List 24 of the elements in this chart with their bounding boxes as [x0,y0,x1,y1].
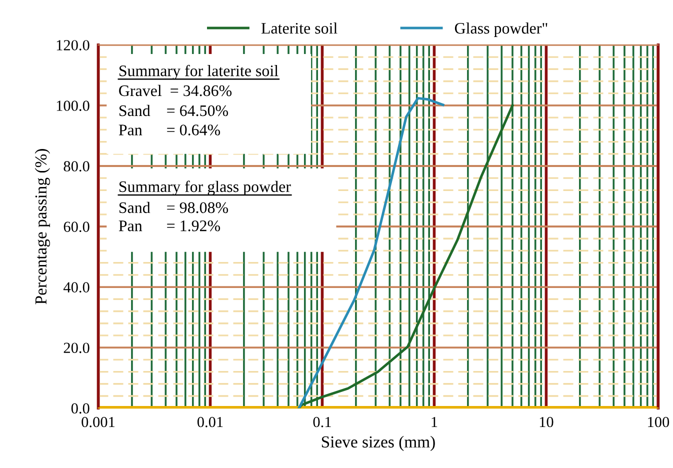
annotation: Summary for laterite soil [119,64,278,80]
annotation: Summary for glass powder [119,180,291,196]
legend-label: Glass powder" [454,22,548,37]
annotation: Gravel = 34.86% [119,84,232,96]
y-tick-label: 60.0 [64,222,90,232]
annotation: Sand = 98.08% [119,202,228,214]
y-tick-label: 80.0 [64,161,90,172]
annotation: Pan = 0.64% [118,124,220,136]
legend-label: Laterite soil [261,22,338,34]
y-tick-label: 20.0 [64,342,90,354]
y-tick-label: 40.0 [63,282,90,293]
x-tick-label: 0.01 [197,416,223,428]
annotation: Pan = 1.92% [118,220,220,232]
y-tick-label: 120.0 [56,40,90,50]
x-tick-label: 0.001 [82,416,115,428]
x-tick-label: 0.1 [313,416,331,428]
y-axis-title: Percentage passing (%) [34,149,50,304]
y-tick-label: 0.0 [71,403,90,414]
y-tick-label: 100.0 [56,100,90,111]
x-tick-label: 1 [432,416,438,428]
x-axis-title: Sieve sizes (mm) [322,436,435,451]
annotation: Sand = 64.50% [119,104,228,116]
x-tick-label: 100 [648,416,670,428]
x-tick-label: 10 [540,416,554,428]
